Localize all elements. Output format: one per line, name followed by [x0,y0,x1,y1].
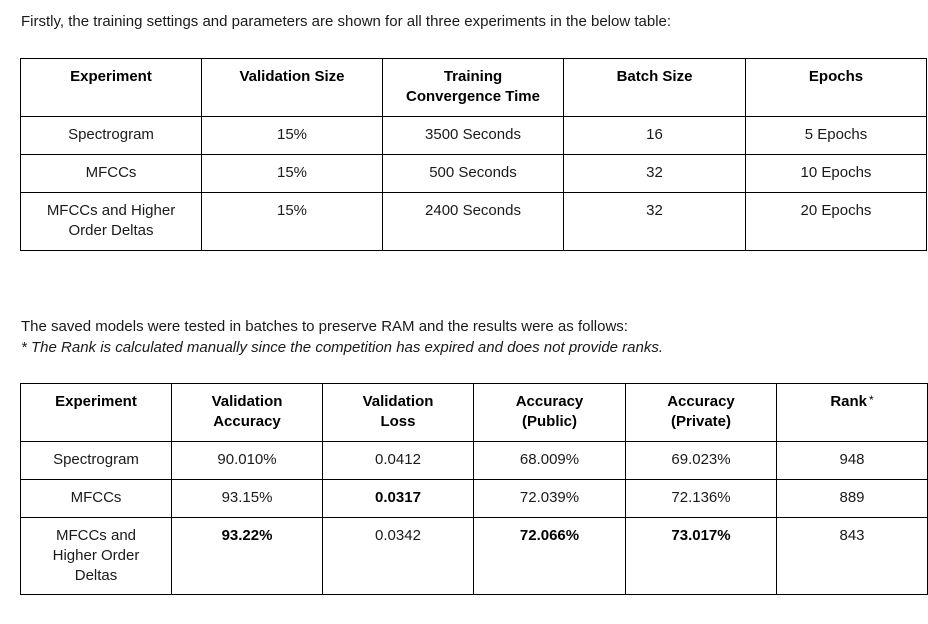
table-cell: 32 [563,192,746,251]
column-header: Validation Size [201,58,383,117]
column-header: Experiment [20,383,172,442]
column-header: Training Convergence Time [382,58,564,117]
table-cell: 0.0342 [322,517,474,595]
table-cell: 72.136% [625,479,777,518]
column-header: Accuracy (Private) [625,383,777,442]
table-header-row: Experiment Validation Accuracy Validatio… [20,383,928,442]
table-cell: MFCCs and Higher Order Deltas [20,517,172,595]
table-row: Spectrogram 15% 3500 Seconds 16 5 Epochs [20,116,927,155]
table-cell: Spectrogram [20,116,202,155]
table-cell: 16 [563,116,746,155]
best-value-cell: 73.017% [625,517,777,595]
training-settings-table: Experiment Validation Size Training Conv… [20,58,927,251]
results-text: The saved models were tested in batches … [21,318,628,335]
table-cell: 20 Epochs [745,192,927,251]
table-cell: 3500 Seconds [382,116,564,155]
best-value-cell: 93.22% [171,517,323,595]
rank-column-header: Rank * [776,383,928,442]
table-cell: 2400 Seconds [382,192,564,251]
table-row: MFCCs 93.15% 0.0317 72.039% 72.136% 889 [20,479,928,518]
table-cell: 843 [776,517,928,595]
table-row: MFCCs and Higher Order Deltas 15% 2400 S… [20,192,927,251]
table-cell: 32 [563,154,746,193]
table-row: MFCCs 15% 500 Seconds 32 10 Epochs [20,154,927,193]
table-cell: 500 Seconds [382,154,564,193]
table-cell: 0.0412 [322,441,474,480]
results-table: Experiment Validation Accuracy Validatio… [20,383,928,595]
table-row: Spectrogram 90.010% 0.0412 68.009% 69.02… [20,441,928,480]
table-cell: Spectrogram [20,441,172,480]
table-cell: 93.15% [171,479,323,518]
table-cell: MFCCs [20,479,172,518]
table-header-row: Experiment Validation Size Training Conv… [20,58,927,117]
column-header: Validation Accuracy [171,383,323,442]
table-cell: 68.009% [473,441,626,480]
column-header: Validation Loss [322,383,474,442]
table-cell: 69.023% [625,441,777,480]
table-cell: MFCCs and Higher Order Deltas [20,192,202,251]
table-cell: 90.010% [171,441,323,480]
table-cell: 948 [776,441,928,480]
table-cell: 15% [201,116,383,155]
rank-note: * The Rank is calculated manually since … [21,339,664,356]
table-cell: MFCCs [20,154,202,193]
intro-text: Firstly, the training settings and param… [21,13,672,30]
table-row: MFCCs and Higher Order Deltas 93.22% 0.0… [20,517,928,595]
table-cell: 5 Epochs [745,116,927,155]
rank-footnote-marker: * [869,393,874,407]
column-header: Batch Size [563,58,746,117]
table-cell: 72.039% [473,479,626,518]
column-header: Accuracy (Public) [473,383,626,442]
table-cell: 10 Epochs [745,154,927,193]
column-header: Epochs [745,58,927,117]
best-value-cell: 72.066% [473,517,626,595]
column-header: Experiment [20,58,202,117]
table-cell: 15% [201,154,383,193]
table-cell: 889 [776,479,928,518]
best-value-cell: 0.0317 [322,479,474,518]
rank-header-label: Rank [830,393,867,410]
table-cell: 15% [201,192,383,251]
